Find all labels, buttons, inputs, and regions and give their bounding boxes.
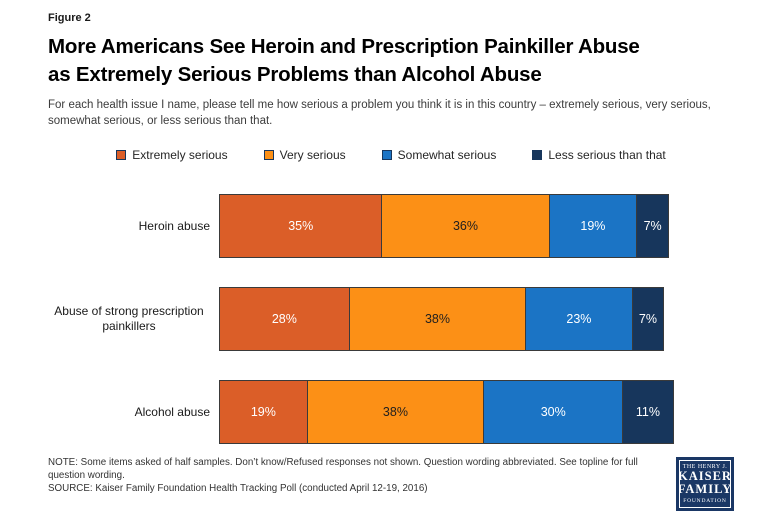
legend-label-somewhat-serious: Somewhat serious <box>397 148 497 162</box>
bar-area-abuse-of-strong-prescription-painkillers: 28% 38% 23% 7% <box>219 287 686 351</box>
stacked-bar-abuse-of-strong-prescription-painkillers: 28% 38% 23% 7% <box>219 287 686 351</box>
value-label: 30% <box>540 405 566 419</box>
legend-swatch-extremely-serious <box>116 150 127 160</box>
bar-area-heroin-abuse: 35% 36% 19% 7% <box>219 194 686 258</box>
bar-segment-less-serious-than-that: 7% <box>631 287 665 351</box>
bar-segment-very-serious: 38% <box>306 380 485 444</box>
bar-area-alcohol-abuse: 19% 38% 30% 11% <box>219 380 686 444</box>
kff-logo-line4: FOUNDATION <box>683 498 727 504</box>
chart-title-line1: More Americans See Heroin and Prescripti… <box>48 35 640 58</box>
value-label: 28% <box>271 312 297 326</box>
kff-logo-line3: FAMILY <box>677 482 733 496</box>
bar-segment-very-serious: 38% <box>348 287 527 351</box>
note-text: NOTE: Some items asked of half samples. … <box>48 457 638 481</box>
chart-legend: Extremely serious Very serious Somewhat se… <box>48 148 734 162</box>
chart-row-heroin-abuse: Heroin abuse 35% 36% 19% 7% <box>48 194 734 258</box>
bar-segment-somewhat-serious: 23% <box>525 287 633 351</box>
category-label-text: Abuse of strong prescription painkillers <box>54 304 204 333</box>
legend-swatch-somewhat-serious <box>381 150 392 160</box>
bar-segment-less-serious-than-that: 11% <box>622 380 674 444</box>
value-label: 35% <box>288 219 314 233</box>
bar-segment-less-serious-than-that: 7% <box>636 194 669 258</box>
chart-row-alcohol-abuse: Alcohol abuse 19% 38% 30% 11% <box>48 380 734 444</box>
value-label: 23% <box>566 312 592 326</box>
category-label-abuse-of-strong-prescription-painkillers: Abuse of strong prescription painkillers <box>48 304 219 334</box>
category-label-text: Heroin abuse <box>138 218 210 233</box>
kff-logo-frame: THE HENRY J. KAISER FAMILY FOUNDATION <box>676 457 734 511</box>
figure-page: Figure 2 More Americans See Heroin and P… <box>48 12 734 444</box>
kff-logo-line2: KAISER <box>678 469 732 483</box>
value-label: 19% <box>580 219 606 233</box>
bar-segment-very-serious: 36% <box>381 194 550 258</box>
value-label: 11% <box>635 405 660 419</box>
bar-segment-extremely-serious: 19% <box>219 380 308 444</box>
legend-item-very-serious: Very serious <box>263 148 346 162</box>
legend-item-somewhat-serious: Somewhat serious <box>381 148 497 162</box>
value-label: 19% <box>250 405 276 419</box>
stacked-bar-heroin-abuse: 35% 36% 19% 7% <box>219 194 686 258</box>
chart-title-line2: as Extremely Serious Problems than Alcoh… <box>48 63 542 86</box>
kff-logo-line1: THE HENRY J. <box>682 464 728 470</box>
legend-label-extremely-serious: Extremely serious <box>132 148 228 162</box>
stacked-bar-chart: Heroin abuse 35% 36% 19% 7% Abuse of strong p… <box>48 194 734 444</box>
value-label: 7% <box>643 219 662 233</box>
legend-label-less-serious-than-that: Less serious than that <box>548 148 666 162</box>
chart-footnotes: NOTE: Some items asked of half samples. … <box>48 456 663 495</box>
value-label: 36% <box>452 219 478 233</box>
category-label-heroin-abuse: Heroin abuse <box>48 219 219 234</box>
figure-label: Figure 2 <box>48 12 91 24</box>
bar-segment-extremely-serious: 35% <box>219 194 383 258</box>
source-text: SOURCE: Kaiser Family Foundation Health … <box>48 483 428 494</box>
chart-row-abuse-of-strong-prescription-painkillers: Abuse of strong prescription painkillers… <box>48 287 734 351</box>
value-label: 7% <box>638 312 657 326</box>
stacked-bar-alcohol-abuse: 19% 38% 30% 11% <box>219 380 686 444</box>
legend-item-extremely-serious: Extremely serious <box>116 148 228 162</box>
chart-subtitle: For each health issue I name, please tel… <box>48 99 711 127</box>
category-label-alcohol-abuse: Alcohol abuse <box>48 405 219 420</box>
legend-swatch-less-serious-than-that <box>532 150 543 160</box>
legend-label-very-serious: Very serious <box>279 148 346 162</box>
bar-segment-extremely-serious: 28% <box>219 287 350 351</box>
value-label: 38% <box>424 312 450 326</box>
chart-title: More Americans See Heroin and Prescripti… <box>48 33 734 89</box>
legend-swatch-very-serious <box>263 150 274 160</box>
category-label-text: Alcohol abuse <box>134 404 210 419</box>
bar-segment-somewhat-serious: 30% <box>483 380 624 444</box>
bar-segment-somewhat-serious: 19% <box>548 194 638 258</box>
kaiser-family-foundation-logo: THE HENRY J. KAISER FAMILY FOUNDATION <box>676 457 734 511</box>
value-label: 38% <box>382 405 408 419</box>
legend-item-less-serious-than-that: Less serious than that <box>532 148 666 162</box>
